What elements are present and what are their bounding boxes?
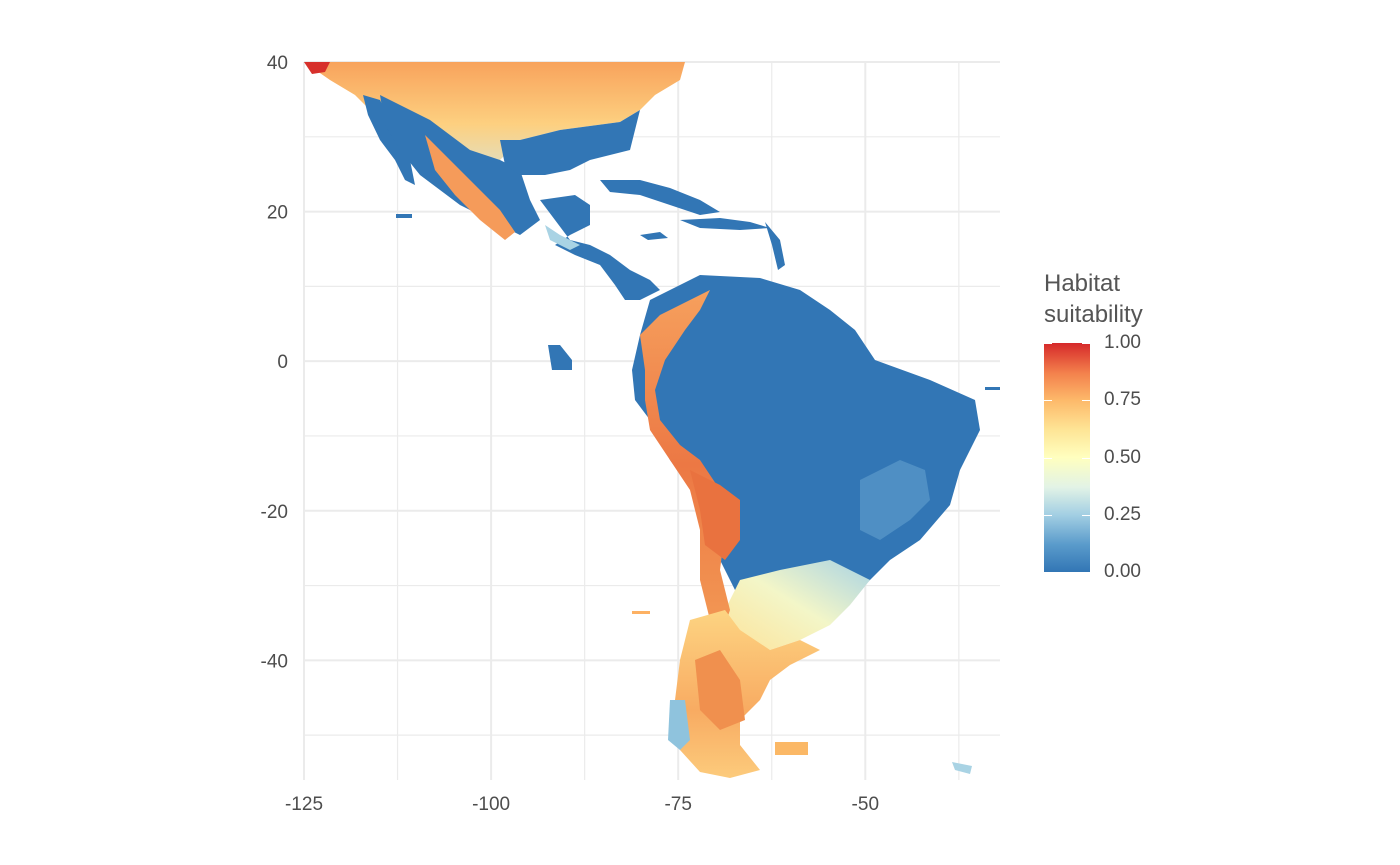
x-tick-label: -100 bbox=[472, 794, 510, 815]
region-falklands bbox=[775, 742, 808, 755]
legend-tick-mark bbox=[1082, 572, 1090, 573]
region-lesser-antilles bbox=[765, 222, 785, 270]
x-tick-label: -50 bbox=[852, 794, 879, 815]
region-patagonia bbox=[675, 610, 820, 778]
region-patagonia-central bbox=[695, 650, 745, 730]
land-raster bbox=[304, 62, 1000, 778]
region-fernando-de-noronha bbox=[985, 387, 1000, 390]
region-juan-fernandez bbox=[632, 611, 650, 614]
legend-tick-mark bbox=[1082, 343, 1090, 344]
region-galapagos bbox=[548, 345, 572, 370]
region-gulf-coast bbox=[500, 110, 640, 175]
region-central-america-highlands bbox=[545, 225, 580, 250]
region-brazilian-highlands bbox=[860, 460, 930, 540]
region-chile-fjords bbox=[668, 700, 690, 750]
region-jamaica bbox=[640, 232, 668, 240]
legend-tick-mark bbox=[1044, 572, 1052, 573]
y-tick-label: 40 bbox=[267, 53, 288, 74]
region-andes bbox=[640, 290, 730, 640]
y-tick-label: -20 bbox=[261, 502, 288, 523]
legend-tick-mark bbox=[1044, 400, 1052, 402]
region-sierra-madre bbox=[425, 135, 515, 240]
region-cuba bbox=[600, 180, 720, 215]
y-tick-label: 0 bbox=[277, 352, 288, 373]
region-baja-california bbox=[363, 95, 415, 185]
x-tick-label: -75 bbox=[664, 794, 691, 815]
legend-tick-mark bbox=[1044, 514, 1052, 516]
region-central-america bbox=[540, 195, 660, 300]
legend-tick-mark bbox=[1044, 343, 1052, 344]
y-tick-label: 20 bbox=[267, 203, 288, 224]
legend-tick-mark bbox=[1082, 457, 1090, 459]
x-tick-label: -125 bbox=[285, 794, 323, 815]
legend-tick-label: 0.00 bbox=[1104, 561, 1141, 582]
legend-tick-mark bbox=[1044, 457, 1052, 459]
legend-title-line1: Habitat bbox=[1044, 270, 1121, 297]
region-mexico-lowlands bbox=[380, 95, 540, 235]
legend-tick-mark bbox=[1082, 400, 1090, 402]
region-california-hotspot bbox=[304, 62, 330, 74]
region-pampas bbox=[725, 560, 870, 650]
axis-ticks: -125 -100 -75 -50 40 20 0 -20 -40 bbox=[261, 53, 879, 815]
legend-tick-mark bbox=[1082, 514, 1090, 516]
y-tick-label: -40 bbox=[261, 651, 288, 672]
legend-tick-label: 1.00 bbox=[1104, 332, 1141, 353]
legend-title: Habitat suitability bbox=[1044, 268, 1224, 330]
region-south-georgia bbox=[952, 762, 972, 774]
region-hispaniola bbox=[680, 218, 770, 230]
legend-tick-label: 0.75 bbox=[1104, 389, 1141, 411]
legend-tick-label: 0.25 bbox=[1104, 503, 1141, 525]
region-north-america bbox=[304, 62, 685, 200]
region-revillagigedo bbox=[396, 214, 412, 218]
legend-tick-label: 0.50 bbox=[1104, 446, 1141, 468]
legend-title-line2: suitability bbox=[1044, 301, 1143, 328]
region-altiplano bbox=[690, 470, 740, 560]
